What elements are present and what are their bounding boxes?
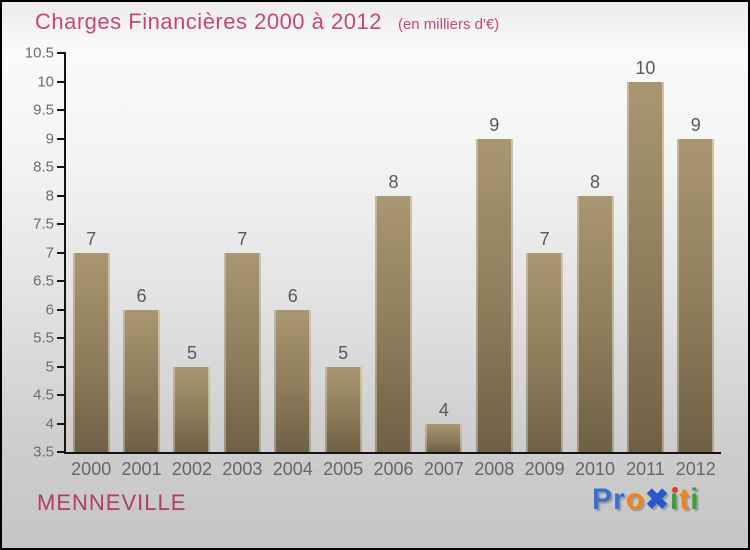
proxiti-logo[interactable]: Pro✖ı ti — [592, 483, 700, 517]
bar-2012 — [677, 138, 715, 452]
logo-letter: t — [679, 483, 691, 516]
x-axis-label: 2003 — [222, 459, 263, 479]
x-axis-label: 2002 — [171, 459, 212, 479]
x-axis-label: 2008 — [474, 459, 515, 479]
y-axis-label: 6.5 — [33, 272, 54, 290]
x-axis-label: 2007 — [423, 459, 464, 479]
x-axis-label: 2009 — [524, 459, 565, 479]
y-axis-label: 10.5 — [24, 44, 54, 62]
logo-letter: P — [592, 483, 614, 516]
bar-2007 — [425, 423, 463, 452]
plot-area: 3.5 4 4.5 5 5.5 6 6.5 7 7.5 8 8.5 9 9.5 10 10.5 7 2000 6 2… — [25, 45, 721, 479]
location-label: MENNEVILLE — [37, 490, 187, 515]
x-axis-label: 2000 — [71, 459, 112, 479]
x-axis-label: 2011 — [626, 459, 665, 479]
y-axis-label: 3.5 — [33, 443, 54, 461]
y-axis-tick — [57, 394, 66, 396]
bar-value-label: 7 — [539, 228, 550, 249]
bar-2009 — [526, 252, 564, 452]
bar-value-label: 10 — [635, 57, 656, 78]
y-axis-tick — [57, 422, 66, 425]
x-axis-label: 2010 — [575, 459, 616, 479]
bar-value-label: 8 — [590, 171, 601, 192]
y-axis-label: 8.5 — [33, 158, 54, 176]
y-axis-label: 5 — [45, 358, 54, 375]
bar-2008 — [475, 138, 513, 452]
logo-letter: o — [625, 483, 646, 516]
chart-subtitle: (en milliers d'€) — [397, 16, 500, 33]
bar-2005 — [324, 366, 362, 452]
bar-value-label: 4 — [438, 399, 449, 420]
bar-2003 — [223, 252, 261, 452]
logo-letter: i — [690, 483, 700, 516]
y-axis-label: 5.5 — [33, 329, 54, 347]
bar-2000 — [72, 252, 110, 452]
bar-2010 — [576, 195, 614, 452]
y-axis-tick — [57, 365, 66, 368]
y-axis-label: 8 — [45, 187, 54, 204]
y-axis-tick — [57, 52, 66, 54]
x-axis-label: 2005 — [323, 459, 364, 479]
bar-2004 — [274, 309, 312, 452]
bar-value-label: 7 — [237, 228, 248, 249]
logo-letter: ✖ — [645, 484, 670, 516]
bar-value-label: 9 — [690, 114, 701, 135]
y-axis-label: 7 — [45, 244, 54, 261]
bar-value-label: 8 — [388, 171, 399, 192]
bar-value-label: 6 — [287, 285, 298, 306]
y-axis-tick — [57, 280, 66, 282]
bar-value-label: 6 — [136, 285, 147, 306]
bar-2002 — [173, 366, 211, 452]
y-axis-tick — [57, 251, 66, 254]
x-axis-label: 2001 — [121, 459, 162, 479]
x-axis-label: 2012 — [675, 459, 716, 479]
bar-2011 — [626, 81, 664, 452]
logo-letter: ı — [669, 483, 680, 516]
y-axis-tick — [57, 109, 66, 111]
y-axis-tick — [57, 80, 66, 83]
bar-value-label: 5 — [186, 342, 197, 363]
y-axis-tick — [57, 137, 66, 140]
x-axis-label: 2006 — [373, 459, 414, 479]
x-axis-label: 2004 — [272, 459, 313, 479]
y-axis-label: 4.5 — [33, 386, 54, 404]
y-axis-label: 10 — [37, 73, 54, 90]
chart-title: Charges Financières 2000 à 2012 — [35, 9, 382, 34]
logo-letter-dot — [671, 487, 678, 493]
y-axis-tick — [57, 451, 66, 453]
chart-header: Charges Financières 2000 à 2012 (en mill… — [35, 9, 499, 35]
y-axis-label: 9 — [45, 130, 54, 147]
bar-2001 — [123, 309, 161, 452]
y-axis-label: 9.5 — [33, 101, 54, 119]
bar-2006 — [375, 195, 412, 452]
y-axis-label: 6 — [45, 301, 54, 318]
bar-value-label: 5 — [338, 342, 349, 363]
y-axis-label: 4 — [45, 415, 54, 432]
y-axis-tick — [57, 308, 66, 311]
y-axis-tick — [57, 194, 66, 197]
bar-value-label: 9 — [489, 114, 500, 135]
y-axis-tick — [57, 166, 66, 168]
y-axis-label: 7.5 — [33, 215, 54, 233]
y-axis-tick — [57, 223, 66, 225]
y-axis-tick — [57, 337, 66, 339]
logo-letter: r — [613, 483, 626, 516]
bar-value-label: 7 — [86, 228, 97, 249]
